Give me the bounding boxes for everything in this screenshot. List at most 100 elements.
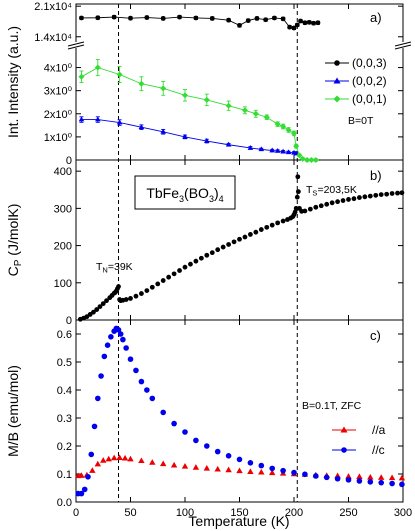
panel-a-point: [111, 14, 117, 20]
panel-c-point: [149, 459, 156, 465]
panel-c-point: [91, 423, 98, 430]
data-layer: [74, 14, 406, 497]
panel-b-point: [139, 291, 144, 296]
panel-c-point: [116, 454, 123, 460]
panel-c-point: [367, 473, 374, 480]
ticks-layer: 0 1x10⁰ 2x10⁰ 3x10⁰ 4x10⁰ 1.4x10⁴ 2.1x10⁴ 0 100 2…: [34, 1, 412, 519]
panel-c-point: [388, 474, 396, 481]
panel-a-point: [209, 16, 215, 21]
panel-a-point: [177, 14, 182, 20]
panel-c-point: [121, 454, 129, 461]
panel-b-point: [373, 192, 379, 198]
neel-temperature-label: TN=39K: [96, 261, 133, 275]
panel-a-point: [160, 16, 166, 21]
panel-b-point: [97, 304, 103, 310]
panel-a-point: [78, 73, 85, 80]
panel-c-point: [367, 479, 374, 485]
panel-b-point: [264, 224, 270, 230]
panel-c-point: [170, 461, 178, 468]
panel-b-ytick-tick-label: 200: [54, 241, 72, 253]
panel-c-point: [117, 331, 124, 337]
panel-c-point: [104, 342, 111, 349]
panel-b-ylabel: CP (J/molK): [5, 204, 24, 277]
panel-a-point: [95, 116, 101, 122]
panel-b-point: [378, 192, 384, 198]
panel-c-point: [225, 453, 232, 459]
panel-c-point: [398, 474, 406, 481]
panel-a-point: [274, 121, 281, 128]
x-tick-label: 200: [285, 507, 303, 519]
panel-c-point: [203, 465, 210, 471]
panel-b-point: [160, 278, 166, 283]
panel-c-ytick-tick-label: 0.2: [57, 441, 72, 453]
panel-c-point: [110, 454, 118, 461]
panel-c-point: [89, 467, 96, 473]
panel-c-point: [123, 345, 129, 351]
panel-c-point: [345, 477, 352, 483]
panel-b-point: [209, 250, 215, 256]
panel-a-point: [138, 124, 145, 129]
panel-b-point: [357, 195, 362, 200]
panel-a-point: [237, 23, 242, 28]
panel-a-point: [138, 80, 145, 87]
legend-marker-a: [340, 426, 348, 433]
panel-c-point: [100, 457, 107, 463]
panel-a-point: [160, 85, 167, 92]
panel-a-point: [293, 143, 300, 150]
panel-b-point: [100, 301, 106, 307]
panel-b-point: [104, 298, 109, 304]
panel-c-point: [133, 367, 139, 374]
panel-a-point: [95, 15, 101, 21]
panel-b-point: [258, 227, 264, 232]
panel-c-point: [98, 373, 104, 379]
panel-a-point: [254, 16, 260, 21]
panel-c-legend: //a //c: [332, 423, 386, 457]
panel-a-point: [269, 147, 275, 153]
panel-c-point: [378, 479, 385, 486]
panel-a-series-line-2: [81, 67, 316, 161]
structural-transition-label: TS=203,5K: [306, 184, 357, 198]
panel-b-point: [123, 297, 129, 302]
panel-a-point: [298, 18, 303, 24]
panel-a-point: [263, 114, 270, 121]
panel-c-point: [356, 473, 363, 479]
panel-c-point: [94, 460, 101, 467]
panel-a-point: [294, 22, 300, 28]
panel-c-ytick-tick-label: 0.5: [57, 357, 72, 369]
panel-a-ytick-upper-tick-label: 2.1x10⁴: [34, 1, 72, 13]
panel-c-point: [225, 466, 232, 473]
panel-b-point: [91, 309, 96, 315]
panel-a-point: [258, 146, 265, 152]
panel-b-point: [324, 201, 330, 207]
panel-b-point: [292, 209, 298, 215]
panel-c-point: [269, 469, 276, 476]
panel-b-point: [389, 191, 395, 196]
panel-b-point: [384, 191, 390, 197]
x-tick-label: 0: [73, 507, 79, 519]
panel-a-series-line-1: [81, 119, 297, 154]
panel-b-point: [399, 190, 405, 196]
panel-b-point: [367, 193, 373, 199]
panel-a-point: [252, 110, 259, 117]
panel-a-point: [116, 71, 123, 78]
panel-c-point: [95, 395, 101, 402]
panel-a-point: [182, 92, 188, 99]
panel-c-point: [127, 455, 134, 462]
panel-b-label: b): [370, 168, 382, 183]
panel-b-ytick-tick-label: 100: [54, 278, 72, 290]
panel-a-point: [247, 144, 254, 150]
panel-a-point: [312, 157, 319, 163]
panel-b-point: [177, 268, 182, 273]
panel-b-point: [149, 284, 155, 290]
panel-a-point: [79, 15, 84, 21]
panel-a-point: [263, 17, 269, 23]
panel-c-point: [108, 334, 114, 340]
panel-b-point: [295, 189, 301, 195]
panel-c-point: [323, 474, 330, 481]
panel-b-ytick-tick-label: 300: [54, 203, 72, 215]
panel-c-point: [247, 468, 254, 474]
panel-b-point: [144, 288, 150, 294]
panel-b-point: [226, 242, 232, 247]
legend-marker-c: [341, 447, 347, 453]
panel-b-point: [128, 296, 133, 301]
